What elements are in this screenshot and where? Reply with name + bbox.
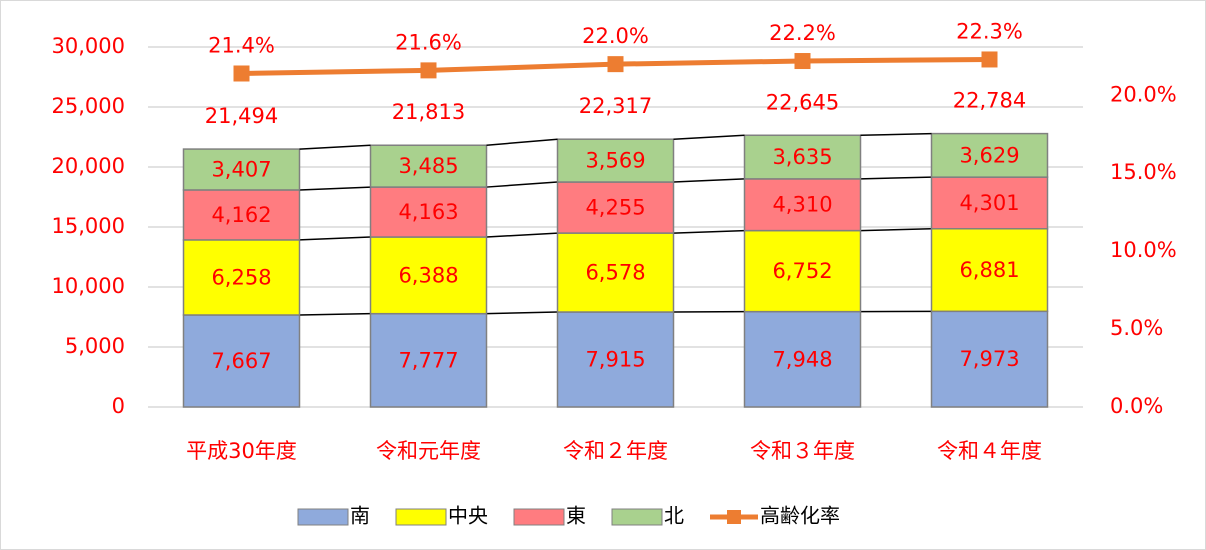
data-label: 4,255 <box>585 196 645 220</box>
series-line <box>673 178 745 183</box>
y2-tick-label: 0.0% <box>1110 394 1163 418</box>
legend-swatch <box>297 508 349 526</box>
line-marker <box>420 62 437 79</box>
line-marker <box>233 65 250 82</box>
legend-marker <box>727 510 741 524</box>
bar-segment <box>182 189 301 241</box>
line-marker <box>607 56 624 73</box>
series-line <box>299 144 371 150</box>
y-tick-label: 25,000 <box>52 94 125 118</box>
data-label: 3,407 <box>211 158 271 182</box>
series-line <box>299 236 371 241</box>
data-label: 3,485 <box>398 154 458 178</box>
total-label: 21,813 <box>392 100 465 124</box>
bar-segment <box>930 310 1049 408</box>
bar-segment <box>930 132 1049 178</box>
data-label: 6,752 <box>772 259 832 283</box>
series-line <box>486 138 558 146</box>
data-label: 4,163 <box>398 200 458 224</box>
line-marker <box>794 53 811 70</box>
x-tick-label: 令和２年度 <box>563 439 668 463</box>
bar-segment <box>182 148 301 191</box>
x-tick-label: 令和４年度 <box>937 439 1042 463</box>
y2-tick-label: 20.0% <box>1110 82 1177 106</box>
data-label: 4,301 <box>959 191 1019 215</box>
series-line <box>486 181 558 188</box>
bar-segment <box>930 176 1049 230</box>
data-label: 6,258 <box>211 265 271 289</box>
series-line <box>860 176 932 180</box>
data-label: 4,162 <box>211 203 271 227</box>
legend-text: 高齢化率 <box>760 504 840 528</box>
bar-segment <box>556 138 675 183</box>
series-line <box>860 132 932 137</box>
data-label: 7,667 <box>211 349 271 373</box>
total-label: 22,784 <box>953 89 1026 113</box>
data-label: 3,629 <box>959 143 1019 167</box>
x-tick-label: 令和元年度 <box>376 439 481 463</box>
y2-tick-label: 15.0% <box>1110 160 1177 184</box>
bar-segment <box>743 134 862 180</box>
data-label: 3,635 <box>772 145 832 169</box>
y2-tick-label: 10.0% <box>1110 238 1177 262</box>
data-label: 21.4% <box>208 33 275 57</box>
data-label: 7,973 <box>959 347 1019 371</box>
data-label: 7,948 <box>772 347 832 371</box>
legend-text: 東 <box>566 504 586 528</box>
bar-segment <box>369 236 488 315</box>
legend-swatch <box>395 508 447 526</box>
data-label: 6,578 <box>585 261 645 285</box>
bar-segment <box>369 144 488 188</box>
data-label: 4,310 <box>772 193 832 217</box>
data-label: 7,777 <box>398 348 458 372</box>
y2-tick-label: 5.0% <box>1110 316 1163 340</box>
series-line <box>299 186 371 191</box>
x-tick-label: 令和３年度 <box>750 439 855 463</box>
series-line <box>486 311 558 315</box>
line-marker <box>981 51 998 68</box>
bar-segment <box>556 311 675 408</box>
total-label: 21,494 <box>205 104 278 128</box>
legend-text: 中央 <box>448 504 488 528</box>
legend-text: 南 <box>350 504 370 528</box>
legend-swatch <box>611 508 663 526</box>
data-label: 3,569 <box>585 149 645 173</box>
legend-text: 北 <box>664 504 684 528</box>
series-line <box>486 232 558 238</box>
series-line <box>673 134 745 140</box>
data-label: 7,915 <box>585 348 645 372</box>
bar-segment <box>182 314 301 408</box>
bar-segment <box>556 232 675 313</box>
series-line <box>673 229 745 234</box>
legend-swatch <box>513 508 565 526</box>
bar-segment <box>369 312 488 408</box>
y-tick-label: 20,000 <box>52 154 125 178</box>
bar-segment <box>369 186 488 238</box>
bar-segment <box>743 229 862 313</box>
y-tick-label: 10,000 <box>52 274 125 298</box>
x-tick-label: 平成30年度 <box>186 439 297 463</box>
data-label: 6,388 <box>398 263 458 287</box>
data-label: 21.6% <box>395 30 462 54</box>
y-tick-label: 0 <box>112 394 125 418</box>
total-label: 22,645 <box>766 90 839 114</box>
bar-segment <box>743 310 862 408</box>
series-line <box>299 312 371 316</box>
bar-segment <box>743 178 862 232</box>
y-tick-label: 15,000 <box>52 214 125 238</box>
y-tick-label: 30,000 <box>52 34 125 58</box>
series-line <box>860 228 932 232</box>
bar-segment <box>556 181 675 234</box>
data-label: 6,881 <box>959 258 1019 282</box>
data-label: 22.2% <box>769 21 836 45</box>
data-label: 22.3% <box>956 19 1023 43</box>
y-tick-label: 5,000 <box>65 334 125 358</box>
data-label: 22.0% <box>582 24 649 48</box>
total-label: 22,317 <box>579 94 652 118</box>
